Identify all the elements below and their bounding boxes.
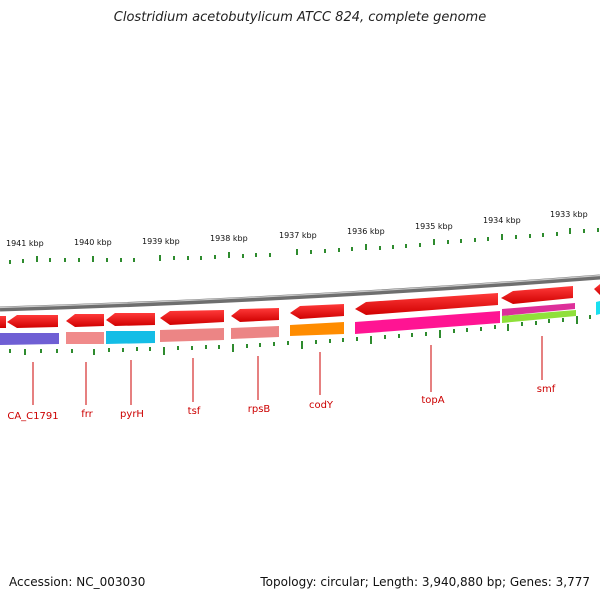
gene-labels: CA_C1791 frr pyrH tsf rpsB codY topA smf bbox=[7, 384, 555, 422]
function-band bbox=[0, 301, 600, 345]
gene-label-rpsb: rpsB bbox=[248, 404, 271, 415]
band-segment bbox=[66, 332, 104, 344]
band-segment bbox=[231, 326, 279, 339]
band-segment bbox=[502, 310, 576, 323]
gene-arrow bbox=[594, 284, 600, 295]
gene-label-cody: codY bbox=[309, 400, 334, 411]
ruler-label: 1939 kbp bbox=[142, 237, 180, 246]
gene-arrows bbox=[0, 284, 600, 328]
gene-label-pyrh: pyrH bbox=[120, 409, 144, 420]
gene-arrow bbox=[7, 315, 58, 328]
gene-arrow bbox=[231, 308, 279, 322]
band-segment bbox=[355, 311, 500, 334]
gene-label-tsf: tsf bbox=[188, 406, 201, 417]
ruler-label: 1938 kbp bbox=[210, 234, 248, 243]
outer-ruler bbox=[9, 228, 599, 264]
gene-arrow bbox=[106, 313, 155, 326]
ruler-label: 1940 kbp bbox=[74, 238, 112, 247]
gene-label-frr: frr bbox=[81, 409, 93, 420]
band-segment bbox=[0, 333, 59, 345]
ruler-label: 1941 kbp bbox=[6, 239, 44, 248]
ruler-label: 1936 kbp bbox=[347, 227, 385, 236]
gene-label-ca_c1791: CA_C1791 bbox=[7, 411, 58, 422]
gene-label-topa: topA bbox=[421, 395, 444, 406]
gene-arrow bbox=[66, 314, 104, 327]
genome-backbone bbox=[0, 274, 600, 312]
genome-summary-text: Topology: circular; Length: 3,940,880 bp… bbox=[260, 575, 590, 589]
accession-text: Accession: NC_003030 bbox=[9, 575, 146, 589]
ruler-labels: 1941 kbp 1940 kbp 1939 kbp 1938 kbp 1937… bbox=[6, 210, 588, 248]
gene-arrow bbox=[290, 304, 344, 319]
ruler-label: 1937 kbp bbox=[279, 231, 317, 240]
label-leaders bbox=[32, 336, 543, 405]
map-title: Clostridium acetobutylicum ATCC 824, com… bbox=[113, 10, 487, 25]
band-segment bbox=[596, 301, 600, 315]
gene-arrow bbox=[160, 310, 224, 325]
band-segment bbox=[160, 328, 224, 342]
inner-ruler bbox=[9, 315, 591, 355]
band-segment bbox=[106, 331, 155, 344]
band-segment bbox=[290, 322, 344, 336]
gene-arrow bbox=[355, 293, 498, 315]
ruler-label: 1935 kbp bbox=[415, 222, 453, 231]
gene-arrow bbox=[501, 286, 573, 304]
ruler-label: 1934 kbp bbox=[483, 216, 521, 225]
gene-arrow bbox=[0, 316, 6, 328]
gene-label-smf: smf bbox=[537, 384, 556, 395]
band-segment bbox=[502, 303, 575, 316]
ruler-label: 1933 kbp bbox=[550, 210, 588, 219]
